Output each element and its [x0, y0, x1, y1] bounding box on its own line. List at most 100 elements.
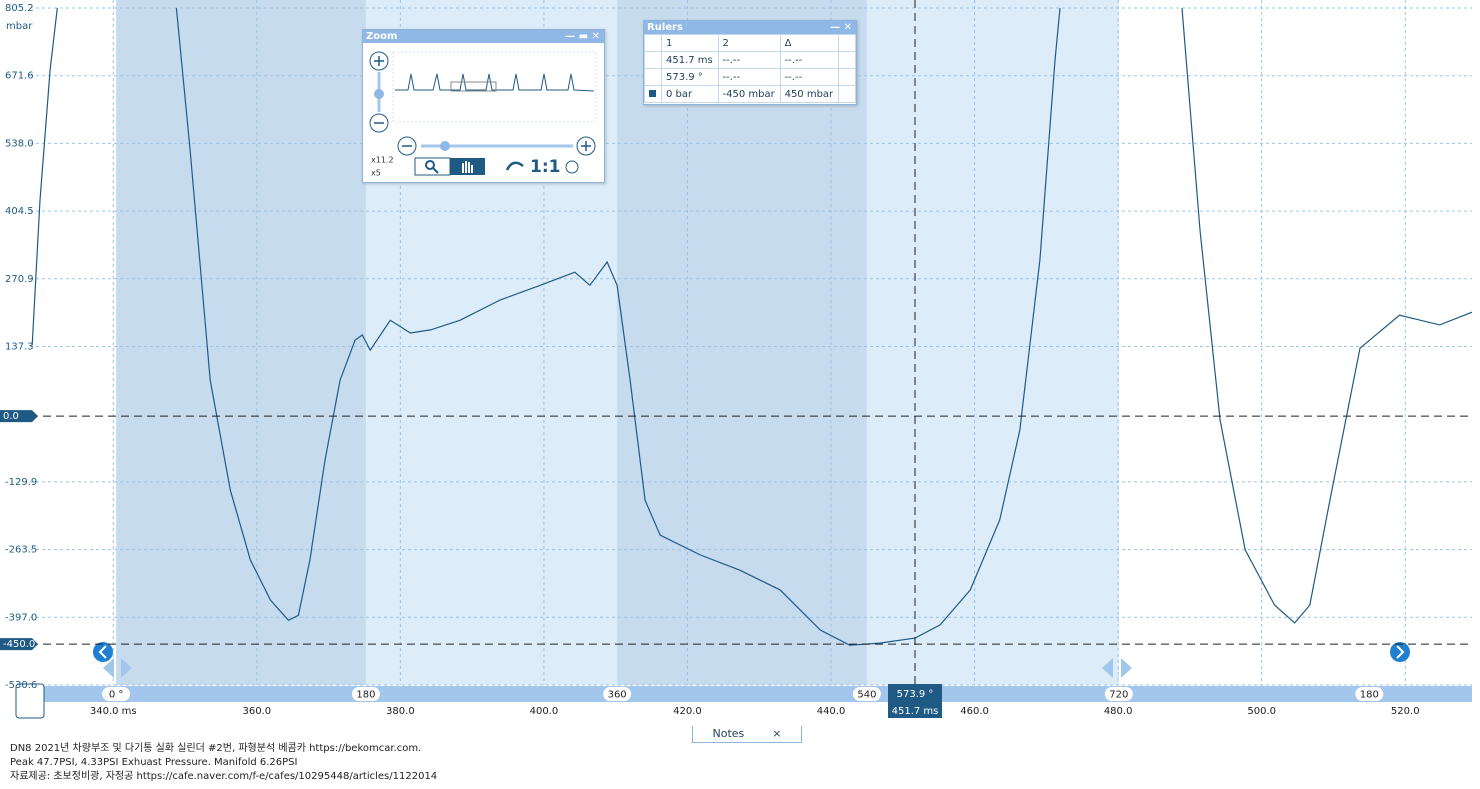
time-ruler-label: 451.7 ms [892, 706, 939, 717]
overview-trace [395, 73, 595, 92]
slider-thumb[interactable] [374, 89, 384, 99]
handle-marker[interactable] [1102, 658, 1132, 678]
ruler-label: -450.0 [3, 639, 35, 650]
angle-chip [102, 687, 131, 701]
chart: mbar 805.2 671.6 538.0 404.5 270.9 137.3 -129.… [0, 0, 1472, 719]
pan-tool[interactable] [450, 158, 485, 175]
cell: 451.7 ms [661, 51, 719, 69]
window-buttons[interactable]: — ✕ [830, 22, 852, 33]
header-cell: Δ [779, 34, 840, 52]
y-tick-label: 404.5 [5, 206, 34, 217]
header-cell: 2 [717, 34, 781, 52]
overview [392, 51, 597, 123]
reset-zoom[interactable]: 1:1 [530, 157, 560, 177]
y-tick-label: 671.6 [5, 71, 34, 82]
angle-chip [603, 687, 632, 701]
y-tick-label: 538.0 [5, 138, 34, 149]
angle-label: 0 ° [109, 690, 124, 701]
scroll-left[interactable] [93, 642, 113, 662]
angle-chip [852, 687, 881, 701]
scroll-right[interactable] [1390, 642, 1410, 662]
window-buttons[interactable]: — ▬ ✕ [565, 31, 600, 42]
x-tick-label: 460.0 [960, 706, 989, 717]
cell [838, 68, 856, 86]
info[interactable] [565, 160, 579, 174]
ruler-badge [0, 410, 38, 423]
zoom-window[interactable] [450, 81, 497, 92]
rulers-table: 1 2 Δ 451.7 ms --.-- --.-- 573.9 ° --.-- --.-- 0 … [644, 34, 856, 103]
icon [432, 167, 439, 174]
x-tick-label: 480.0 [1104, 706, 1133, 717]
cycle-band [866, 0, 1119, 685]
footer-line: Peak 47.7PSI, 4.33PSI Exhuast Pressure. … [10, 757, 298, 768]
cell [644, 85, 662, 103]
zoom-factor: x11.2 [371, 156, 394, 165]
zoom-tool[interactable] [414, 157, 451, 176]
zoom-factor: x5 [371, 169, 381, 178]
y-tick-label: -397.0 [5, 612, 37, 623]
x-tick-label: 500.0 [1247, 706, 1276, 717]
panel-title: Rulers — ✕ [644, 21, 856, 34]
angle-label: 360 [608, 690, 627, 701]
footer-line: 자료제공: 초보정비광, 자정공 https://cafe.naver.com/… [10, 771, 438, 782]
y-tick-label: -263.5 [5, 545, 37, 556]
angle-label: 720 [1109, 690, 1128, 701]
y-tick-label: -129.9 [5, 477, 37, 488]
y-unit: mbar [6, 21, 33, 32]
title: Rulers [647, 22, 683, 33]
cell [838, 34, 856, 52]
y-tick-label: 270.9 [5, 274, 34, 285]
bands [116, 0, 1119, 685]
x-tick-label: 360.0 [242, 706, 271, 717]
waveform [31, 8, 1472, 646]
y-tick-label: 805.2 [5, 3, 34, 14]
ruler-label: 0.0 [3, 411, 19, 422]
panel-title: Zoom — ▬ ✕ [363, 30, 604, 43]
zoom-panel: Zoom — ▬ ✕ x11.2 x5 1:1 [362, 29, 605, 183]
arrow-icon [98, 645, 107, 659]
handle-marker[interactable] [103, 658, 132, 678]
table-row: 573.9 ° --.-- --.-- [644, 68, 856, 86]
plot [31, 8, 1472, 646]
notes-label: Notes [712, 727, 745, 740]
scroll-handle[interactable] [15, 683, 45, 719]
time-ruler-badge [888, 684, 943, 718]
title: Zoom [366, 31, 398, 42]
zoom-controls: x11.2 x5 1:1 [369, 51, 597, 178]
angle-label: 180 [356, 690, 375, 701]
angle-chip [1104, 687, 1133, 701]
angle-label: 180 [1360, 690, 1379, 701]
x-tick-label: 400.0 [530, 706, 559, 717]
x-tick-label: 340.0 ms [90, 706, 137, 717]
y-tick-label: -530.6 [5, 680, 37, 691]
x-tick-label: 380.0 [386, 706, 415, 717]
x-tick-label: 440.0 [817, 706, 846, 717]
ruler-badge [0, 638, 38, 651]
header-cell: 1 [661, 34, 719, 52]
undo-icon[interactable] [505, 161, 524, 171]
cell: --.-- [779, 68, 840, 86]
ruler-swatch [649, 89, 656, 97]
x-tick-label: 520.0 [1391, 706, 1420, 717]
close[interactable]: × [772, 727, 782, 740]
angle-chip [1355, 687, 1384, 701]
cell [644, 51, 662, 69]
footer: DN8 2021년 차량부조 및 다기통 실화 실린더 #2번, 파형분석 베콤… [10, 742, 437, 784]
x-tick-label: 420.0 [673, 706, 702, 717]
cell [838, 85, 856, 103]
notes-tab[interactable]: Notes × [692, 726, 802, 743]
table-row: 0 bar -450 mbar 450 mbar [644, 85, 856, 103]
footer-line: DN8 2021년 차량부조 및 다기통 실화 실린더 #2번, 파형분석 베콤… [10, 743, 422, 754]
icon [581, 141, 591, 151]
cell [838, 51, 856, 69]
angle-bar [44, 686, 1472, 702]
icon [462, 161, 473, 173]
icon [425, 160, 435, 170]
slider-thumb[interactable] [440, 141, 450, 151]
arrow-icon [1396, 645, 1405, 659]
angle-label: 540 [857, 690, 876, 701]
angle-chip [351, 687, 380, 701]
cell: --.-- [717, 68, 781, 86]
